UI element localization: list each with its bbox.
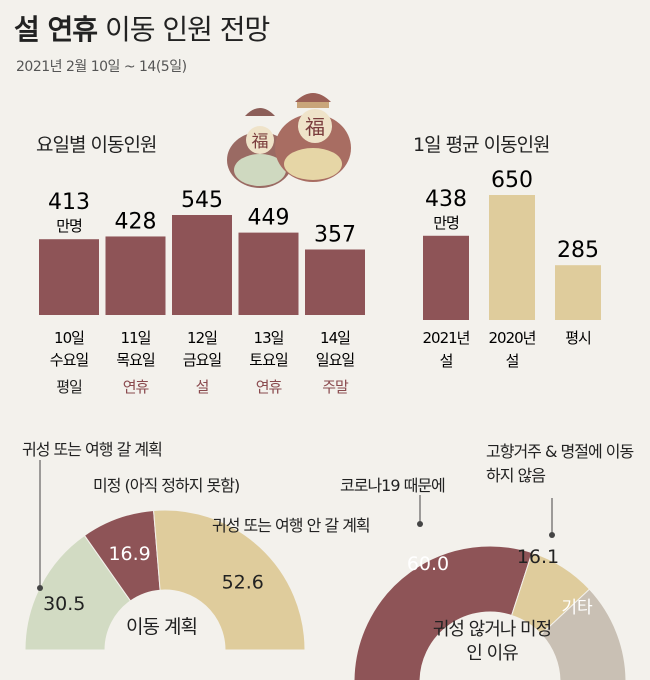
daily-bar-value: 357 <box>314 222 356 247</box>
daily-chart-title: 요일별 이동인원 <box>36 134 157 156</box>
average-category-label: 설 <box>506 352 519 370</box>
reason-value: 16.1 <box>517 546 559 568</box>
daily-date-label: 11일 <box>121 329 151 347</box>
daily-weekday-label: 일요일 <box>316 351 355 369</box>
daily-bar-value: 449 <box>248 206 290 231</box>
plan-segment <box>153 509 306 651</box>
average-category-label: 2021년 <box>423 329 470 347</box>
daily-bar-value: 413 <box>48 190 90 215</box>
leader-dot <box>417 521 423 527</box>
daily-bar-value: 428 <box>115 209 157 234</box>
gauge2-title: 귀성 않거나 미정인 이유 <box>432 619 552 664</box>
daily-bar <box>305 249 365 315</box>
unit-label: 만명 <box>433 214 459 232</box>
daily-bar-value: 545 <box>181 188 223 213</box>
svg-text:福: 福 <box>305 115 325 139</box>
plan-value: 16.9 <box>108 543 150 565</box>
daily-date-label: 13일 <box>254 329 284 347</box>
plan-undecided-label: 미정 (아직 정하지 못함) <box>93 476 240 495</box>
daily-bar <box>39 239 99 315</box>
daily-daytype-label: 연휴 <box>256 378 283 396</box>
average-bar-value: 438 <box>425 187 467 212</box>
daily-daytype-label: 평일 <box>56 378 82 396</box>
daily-date-label: 14일 <box>320 329 350 347</box>
average-category-label: 설 <box>440 352 453 370</box>
average-category-label: 평시 <box>565 329 591 347</box>
daily-weekday-label: 토요일 <box>249 351 288 369</box>
plan-go-label: 귀성 또는 여행 갈 계획 <box>22 440 163 459</box>
daily-weekday-label: 목요일 <box>116 351 155 369</box>
unit-label: 만명 <box>56 217 82 235</box>
plan-value: 52.6 <box>222 571 264 593</box>
reason-value: 60.0 <box>407 553 449 575</box>
daily-bar <box>238 232 299 315</box>
leader-dot <box>549 532 555 538</box>
reason-segment <box>353 545 533 680</box>
daily-bar <box>105 236 166 315</box>
daily-bar <box>172 215 232 315</box>
daily-daytype-label: 연휴 <box>123 378 150 396</box>
daily-weekday-label: 수요일 <box>50 351 89 369</box>
reason-segment <box>540 588 627 680</box>
daily-daytype-label: 설 <box>196 378 209 396</box>
lucky-bag-illustration: 福 福 <box>227 93 351 188</box>
reason-hometown-label: 고향거주 & 명절에 이동하지 않음 <box>486 442 634 485</box>
average-bar-value: 650 <box>491 168 533 193</box>
daily-weekday-label: 금요일 <box>183 351 222 369</box>
gauge1-title: 이동 계획 <box>126 616 198 638</box>
daily-daytype-label: 주말 <box>322 378 349 396</box>
average-bar <box>555 265 601 320</box>
daily-date-label: 12일 <box>187 329 217 347</box>
gauge-charts: 30.5 16.9 52.6 60.0 16.1 기타 <box>24 460 627 680</box>
leader-dot <box>37 585 43 591</box>
page-subtitle: 2021년 2월 10일 ~ 14(5일) <box>16 59 187 75</box>
average-bar <box>423 235 469 320</box>
average-category-label: 2020년 <box>489 329 536 347</box>
plan-value: 30.5 <box>43 593 85 615</box>
reason-covid-label: 코로나19 때문에 <box>340 476 446 495</box>
average-chart-title: 1일 평균 이동인원 <box>413 134 551 156</box>
page-title: 설 연휴 이동 인원 전망 <box>14 13 270 46</box>
average-bar <box>489 195 535 320</box>
plan-stay-label: 귀성 또는 여행 안 갈 계획 <box>212 516 371 535</box>
svg-text:福: 福 <box>252 132 269 152</box>
reason-value: 기타 <box>561 598 593 618</box>
average-bar-value: 285 <box>557 238 599 263</box>
daily-date-label: 10일 <box>54 329 84 347</box>
